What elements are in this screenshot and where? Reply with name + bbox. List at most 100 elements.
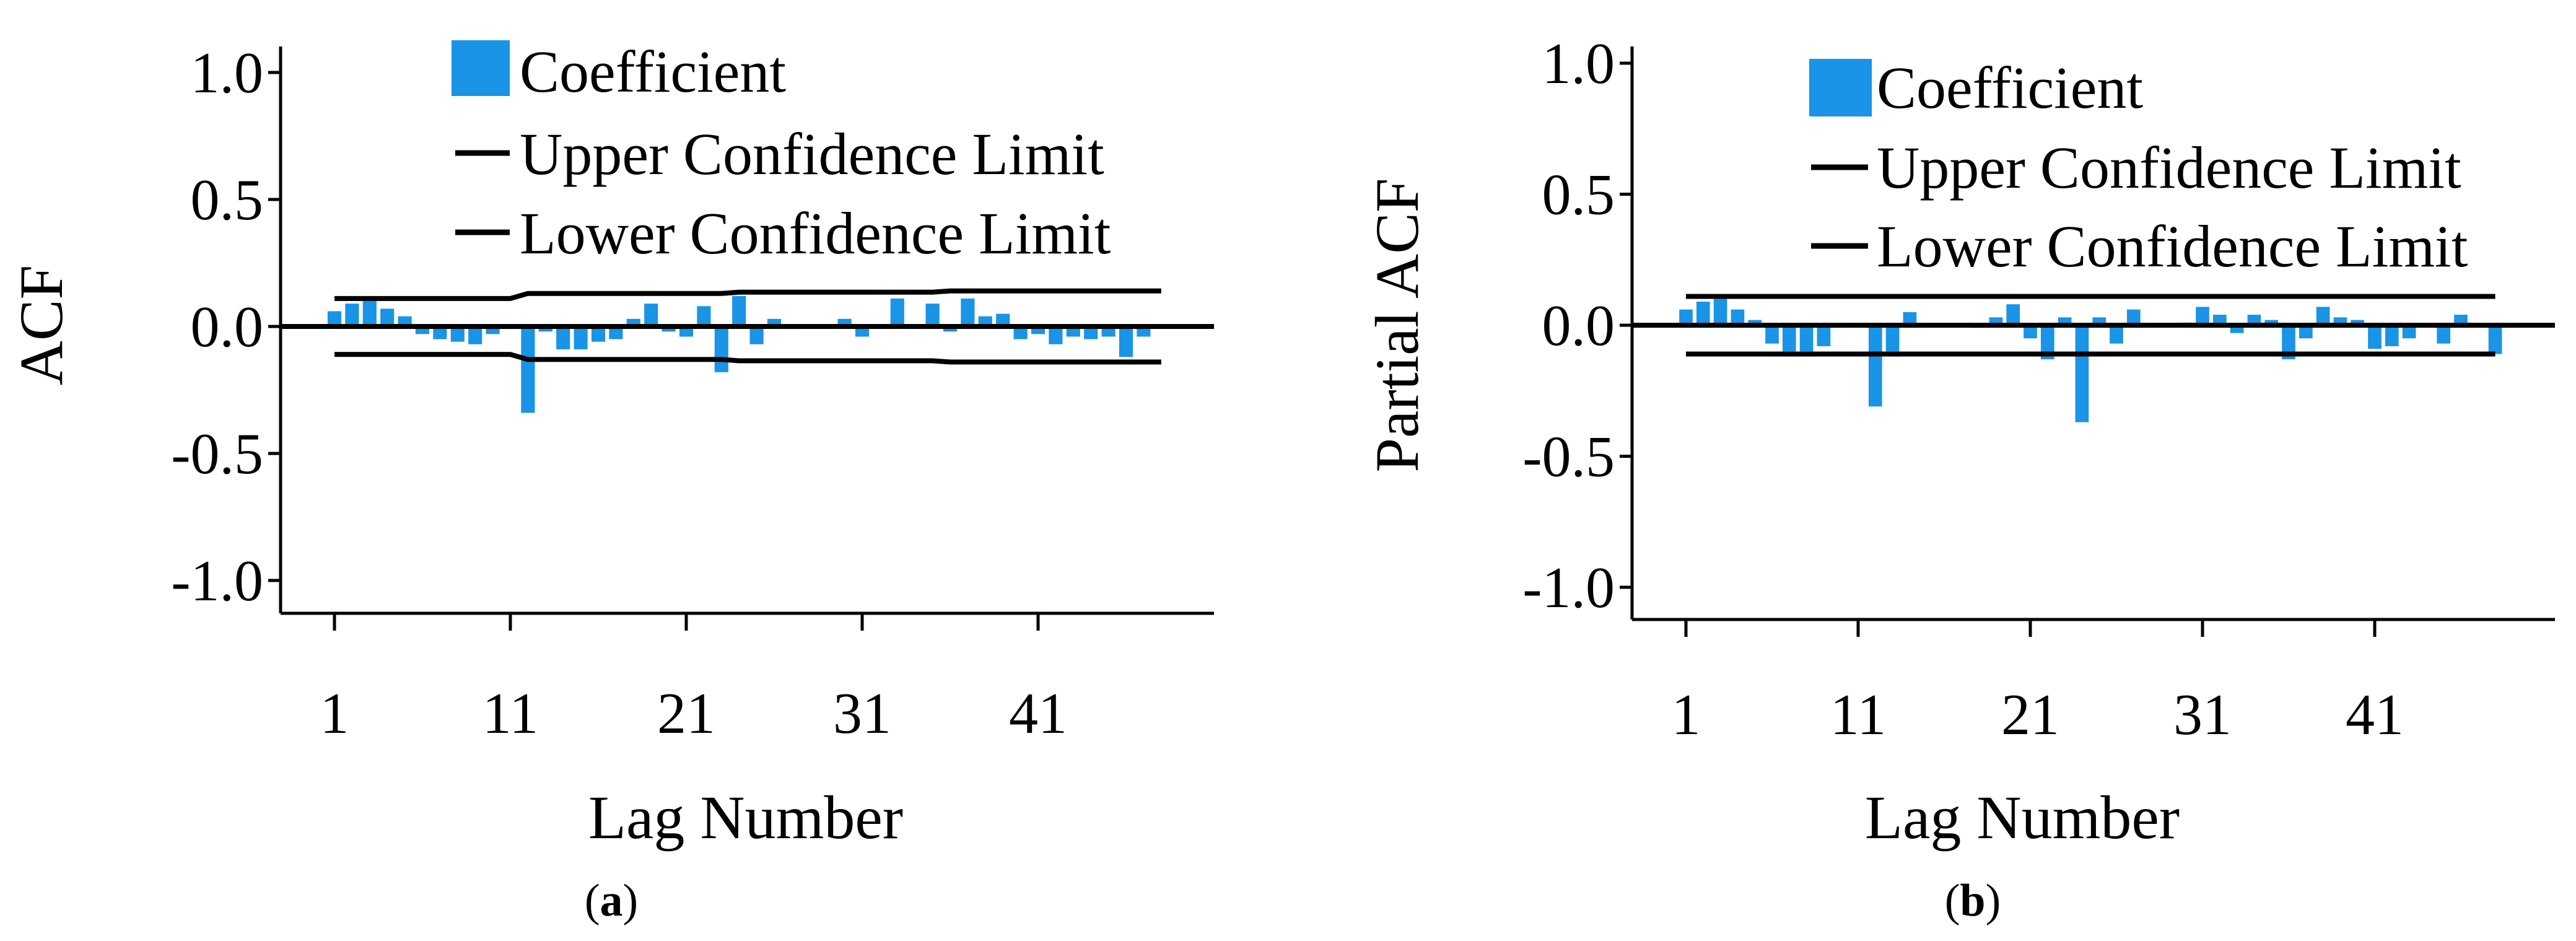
coefficient-bar: [855, 326, 870, 337]
coefficient-bar: [609, 326, 623, 339]
coefficient-bar: [1119, 326, 1133, 357]
coefficient-bar: [433, 326, 447, 339]
y-tick-label: -0.5: [171, 422, 263, 486]
x-tick-label: 1: [1672, 683, 1701, 747]
coefficient-bar: [2437, 325, 2451, 344]
y-tick-label: -0.5: [1522, 425, 1615, 489]
coefficient-bar: [2006, 304, 2020, 325]
coefficient-bar: [1137, 326, 1151, 337]
coefficient-bar: [2368, 325, 2382, 349]
x-axis-title: Lag Number: [588, 783, 903, 852]
coefficient-bar: [398, 316, 412, 326]
legend-label-upper-confidence-limit: Upper Confidence Limit: [1877, 134, 2461, 201]
coefficient-bar: [521, 326, 535, 413]
coefficient-bar: [591, 326, 606, 342]
y-tick-label: 0.5: [191, 168, 264, 232]
x-tick-label: 41: [2346, 683, 2404, 747]
upper-confidence-limit-line: [334, 288, 1161, 301]
coefficient-bar: [2024, 325, 2037, 339]
coefficient-bar: [556, 326, 570, 349]
y-tick-label: -1.0: [171, 549, 263, 613]
coefficient-bar: [2264, 320, 2279, 325]
coefficient-bar: [2212, 315, 2227, 325]
y-tick-label: 1.0: [191, 41, 264, 105]
x-tick-label: 31: [2173, 683, 2232, 747]
coefficient-bar: [1903, 312, 1917, 325]
coefficient-bar: [1679, 309, 1693, 325]
chart-panel-a: ACF Lag Number (a) 1.00.50.0-0.5-1.01 11 2…: [7, 38, 1214, 926]
coefficient-bar: [2454, 315, 2468, 325]
coefficient-bar: [1084, 326, 1098, 339]
coefficient-bar: [538, 326, 552, 332]
coefficient-bar: [1765, 325, 1779, 344]
coefficient-bar: [925, 304, 940, 326]
legend-swatch-coefficient: [452, 40, 510, 96]
coefficient-bar: [732, 295, 746, 326]
coefficient-bar: [380, 309, 395, 326]
coefficient-bar: [1013, 326, 1028, 339]
coefficient-bar: [1799, 325, 1814, 352]
lower-confidence-limit-line: [334, 352, 1161, 365]
coefficient-bar: [961, 298, 975, 326]
coefficient-bar: [644, 304, 658, 326]
panel-caption: (b): [1945, 875, 2001, 926]
plot-area: 1.00.50.0-0.5-1.01 11 21 31 41: [1522, 32, 2555, 747]
coefficient-bar: [2126, 309, 2141, 325]
coefficient-bar: [2247, 315, 2261, 325]
coefficient-bar: [1885, 325, 1900, 352]
coefficient-bar: [2385, 325, 2399, 346]
legend-label-coefficient: Coefficient: [520, 38, 786, 105]
y-axis-title: Partial ACF: [1363, 178, 1431, 472]
legend-swatch-coefficient: [1809, 59, 1872, 116]
y-axis-title: ACF: [7, 265, 76, 386]
coefficient-bar: [1731, 309, 1745, 325]
x-axis-title: Lag Number: [1865, 783, 2180, 852]
y-tick-label: 0.0: [191, 295, 264, 359]
chart-panel-b: Partial ACF Lag Number (b) 1.0 0.5 0.0 -0.5…: [1363, 32, 2555, 926]
coefficient-bar: [345, 304, 359, 326]
coefficient-bar: [661, 326, 676, 332]
coefficient-bar: [1868, 325, 1882, 407]
panel-caption: (a): [585, 875, 638, 926]
legend-label-upper-confidence-limit: Upper Confidence Limit: [520, 121, 1104, 187]
x-tick-label: 1: [320, 681, 349, 746]
coefficient-bar: [574, 326, 588, 349]
coefficient-bar: [943, 326, 958, 332]
coefficient-bar: [450, 326, 465, 342]
coefficient-bar: [2196, 307, 2209, 325]
coefficient-bar: [1696, 301, 1710, 325]
coefficient-bar: [2402, 325, 2416, 339]
legend-label-lower-confidence-limit: Lower Confidence Limit: [520, 200, 1111, 266]
coefficient-bar: [1817, 325, 1831, 346]
y-tick-label: 0.5: [1542, 163, 1615, 227]
coefficient-bar: [2110, 325, 2123, 344]
coefficient-bar: [2316, 307, 2330, 325]
coefficient-bar: [714, 326, 728, 372]
x-tick-label: 41: [1009, 681, 1067, 746]
x-tick-label: 11: [482, 681, 539, 746]
coefficient-bar: [890, 298, 904, 326]
x-tick-label: 21: [2001, 683, 2059, 747]
legend: Coefficient Upper Confidence Limit Lower…: [1809, 55, 2468, 279]
coefficient-bar: [2282, 325, 2295, 359]
coefficient-bar: [679, 326, 694, 337]
y-tick-label: 0.0: [1542, 294, 1615, 358]
coefficient-bar: [978, 316, 992, 326]
legend-label-lower-confidence-limit: Lower Confidence Limit: [1877, 213, 2468, 279]
coefficient-bar: [1748, 320, 1762, 325]
coefficient-bar: [2075, 325, 2089, 422]
coefficient-bar: [2299, 325, 2313, 339]
x-tick-label: 31: [833, 681, 891, 746]
x-tick-label: 21: [657, 681, 715, 746]
coefficient-bar: [749, 326, 764, 344]
coefficient-bar: [2488, 325, 2502, 354]
plot-area: 1.00.50.0-0.5-1.01 11 21 31 41: [171, 41, 1214, 746]
coefficient-bar: [362, 301, 377, 326]
coefficient-bar: [1782, 325, 1796, 352]
legend: Coefficient Upper Confidence Limit Lower…: [452, 38, 1111, 266]
coefficient-bar: [1066, 326, 1080, 337]
legend-label-coefficient: Coefficient: [1877, 55, 2143, 121]
y-tick-label: -1.0: [1522, 556, 1615, 620]
coefficient-bar: [996, 313, 1010, 326]
